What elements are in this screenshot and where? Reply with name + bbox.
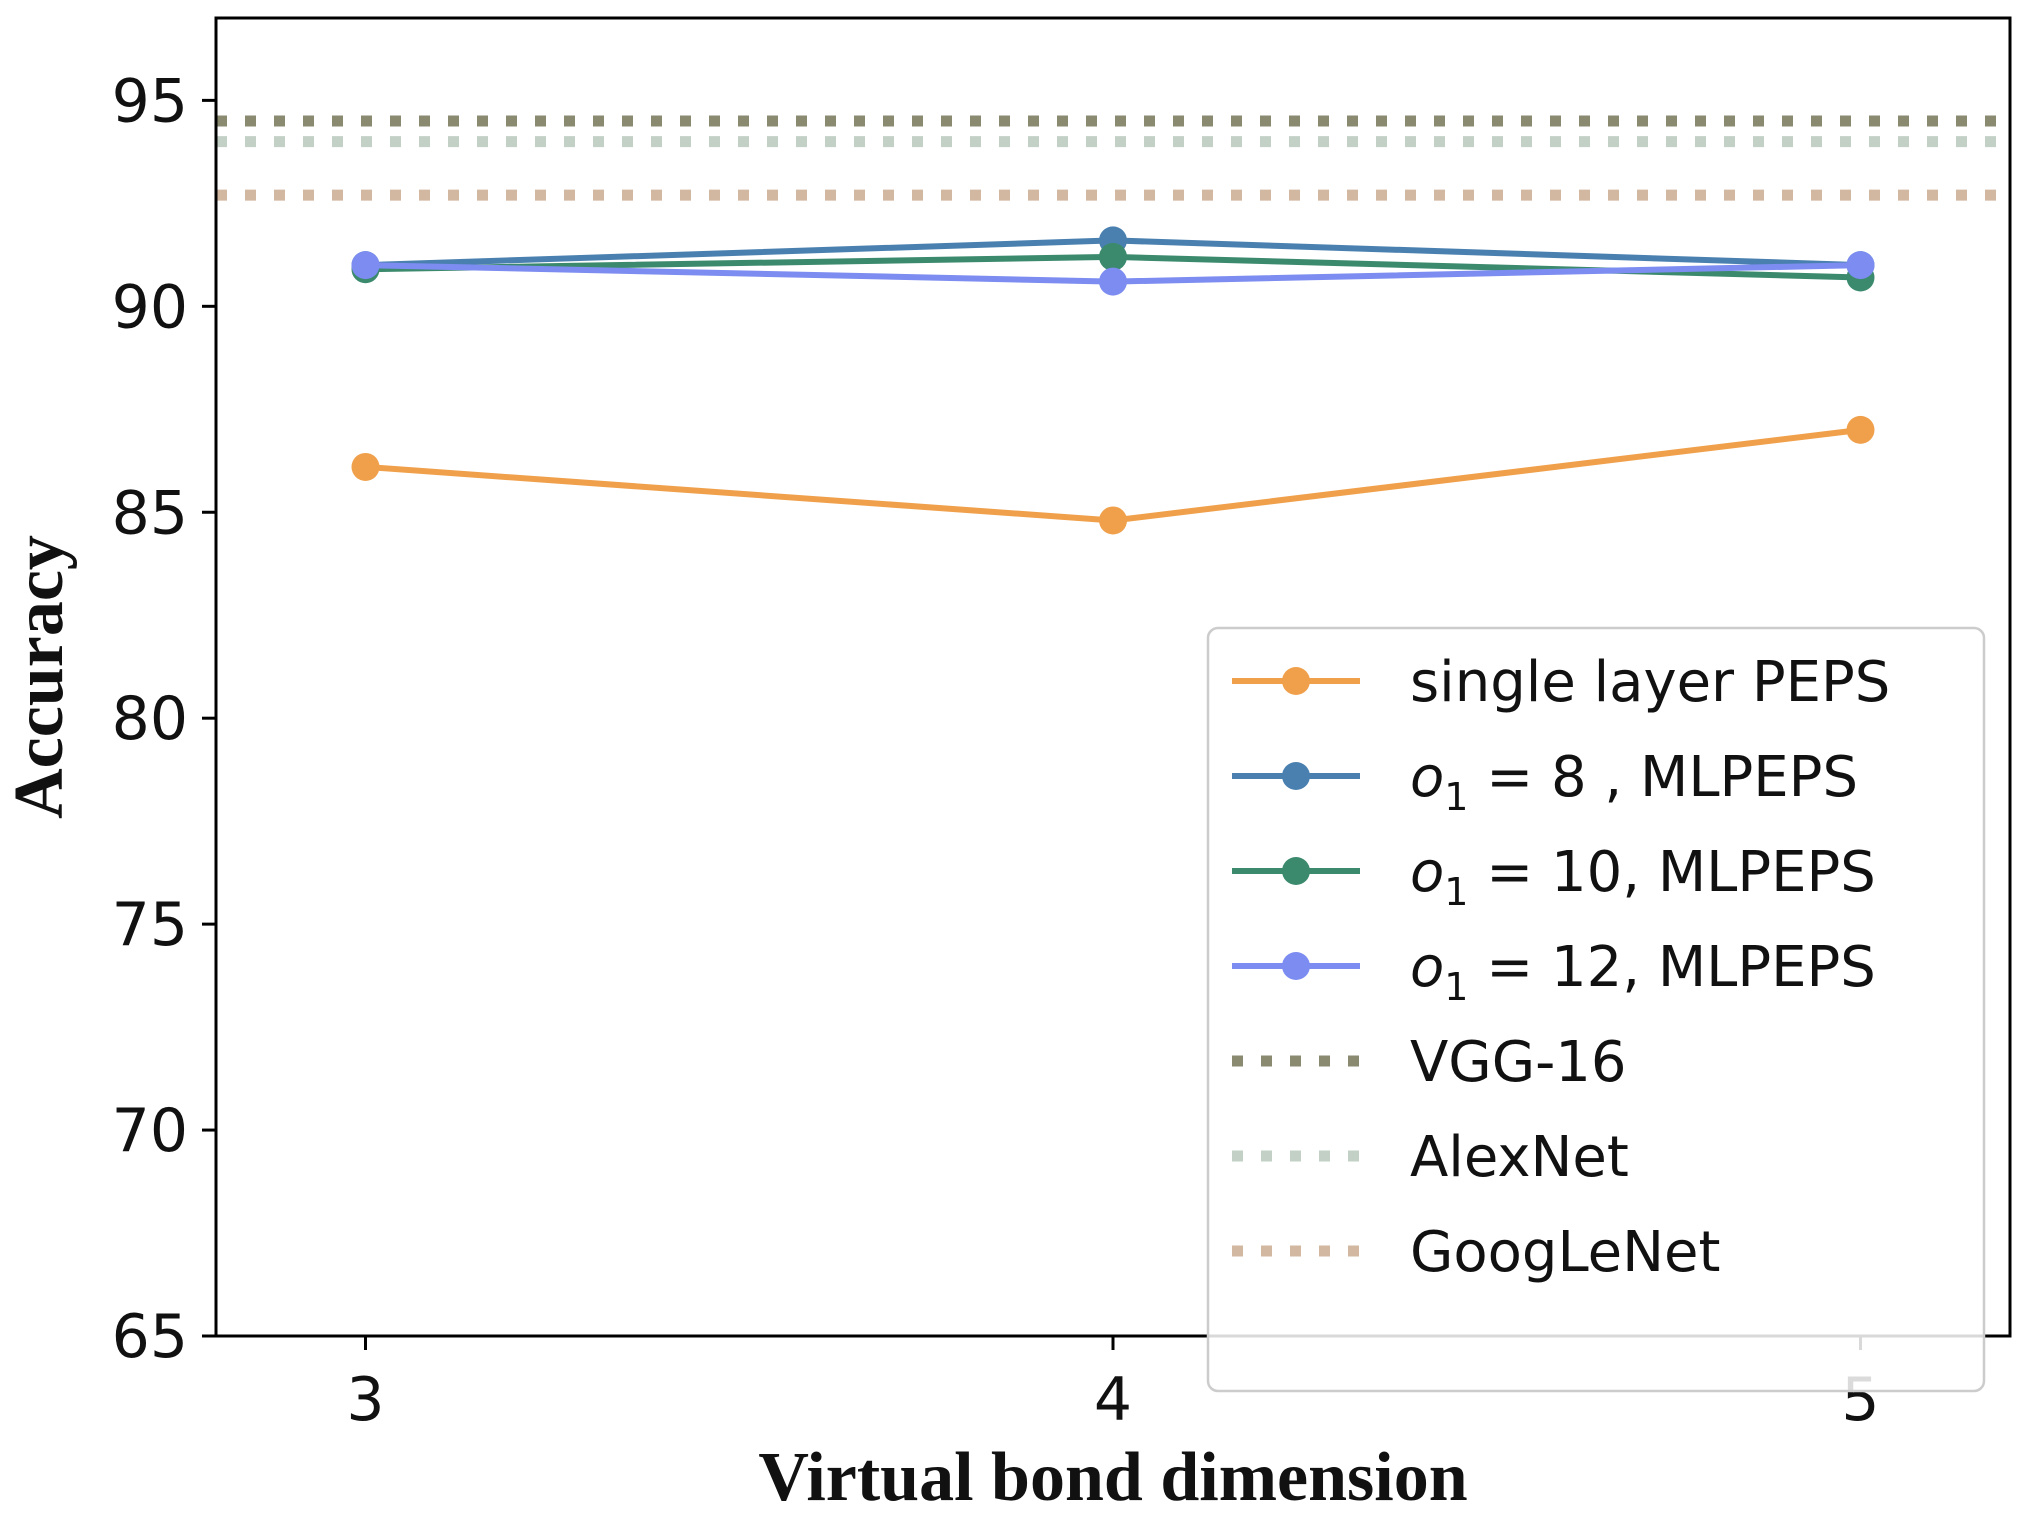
x-tick-label: 3 <box>346 1365 384 1435</box>
series-3 <box>351 251 1875 296</box>
y-tick-label: 95 <box>112 66 188 136</box>
legend-label: o1 = 10, MLPEPS <box>1410 840 1876 914</box>
data-point-0-2 <box>1846 415 1875 444</box>
legend-label: GoogLeNet <box>1410 1220 1720 1285</box>
legend-item-reference-1: AlexNet <box>1232 1125 1629 1190</box>
legend-label: single layer PEPS <box>1410 650 1890 715</box>
legend: single layer PEPS o1 = 8 , MLPEPS o1 = 10,… <box>1206 626 1986 1393</box>
data-point-0-1 <box>1099 506 1127 535</box>
legend-label: AlexNet <box>1410 1125 1629 1190</box>
legend-item-series-3: o1 = 12, MLPEPS <box>1232 935 1876 1009</box>
legend-item-series-0: single layer PEPS <box>1232 650 1890 715</box>
data-point-3-1 <box>1099 267 1127 296</box>
legend-item-reference-2: GoogLeNet <box>1232 1220 1720 1285</box>
legend-item-series-2: o1 = 10, MLPEPS <box>1232 840 1876 914</box>
series-0 <box>351 415 1875 535</box>
legend-item-series-1: o1 = 8 , MLPEPS <box>1232 745 1858 819</box>
legend-swatch-marker <box>1282 952 1310 980</box>
data-point-0-0 <box>351 452 380 481</box>
legend-item-reference-0: VGG-16 <box>1232 1030 1627 1095</box>
y-tick-label: 75 <box>112 890 188 960</box>
legend-label: o1 = 12, MLPEPS <box>1410 935 1876 1009</box>
legend-swatch-marker <box>1282 667 1310 695</box>
y-tick-label: 85 <box>112 478 188 548</box>
legend-frame <box>1206 626 1986 1393</box>
y-axis-title: Accuracy <box>1 535 78 819</box>
x-axis-title: Virtual bond dimension <box>758 1439 1467 1516</box>
x-tick-label: 4 <box>1094 1365 1132 1435</box>
legend-swatch-marker <box>1282 762 1310 790</box>
data-point-2-1 <box>1099 242 1127 271</box>
y-tick-label: 65 <box>112 1302 188 1372</box>
legend-label: o1 = 8 , MLPEPS <box>1410 745 1858 819</box>
data-point-3-2 <box>1846 251 1875 280</box>
legend-label: VGG-16 <box>1410 1030 1627 1095</box>
legend-swatch-marker <box>1282 857 1310 885</box>
y-tick-label: 90 <box>112 272 188 342</box>
y-tick-label: 80 <box>112 684 188 754</box>
data-point-3-0 <box>351 251 380 280</box>
y-tick-label: 70 <box>112 1096 188 1166</box>
